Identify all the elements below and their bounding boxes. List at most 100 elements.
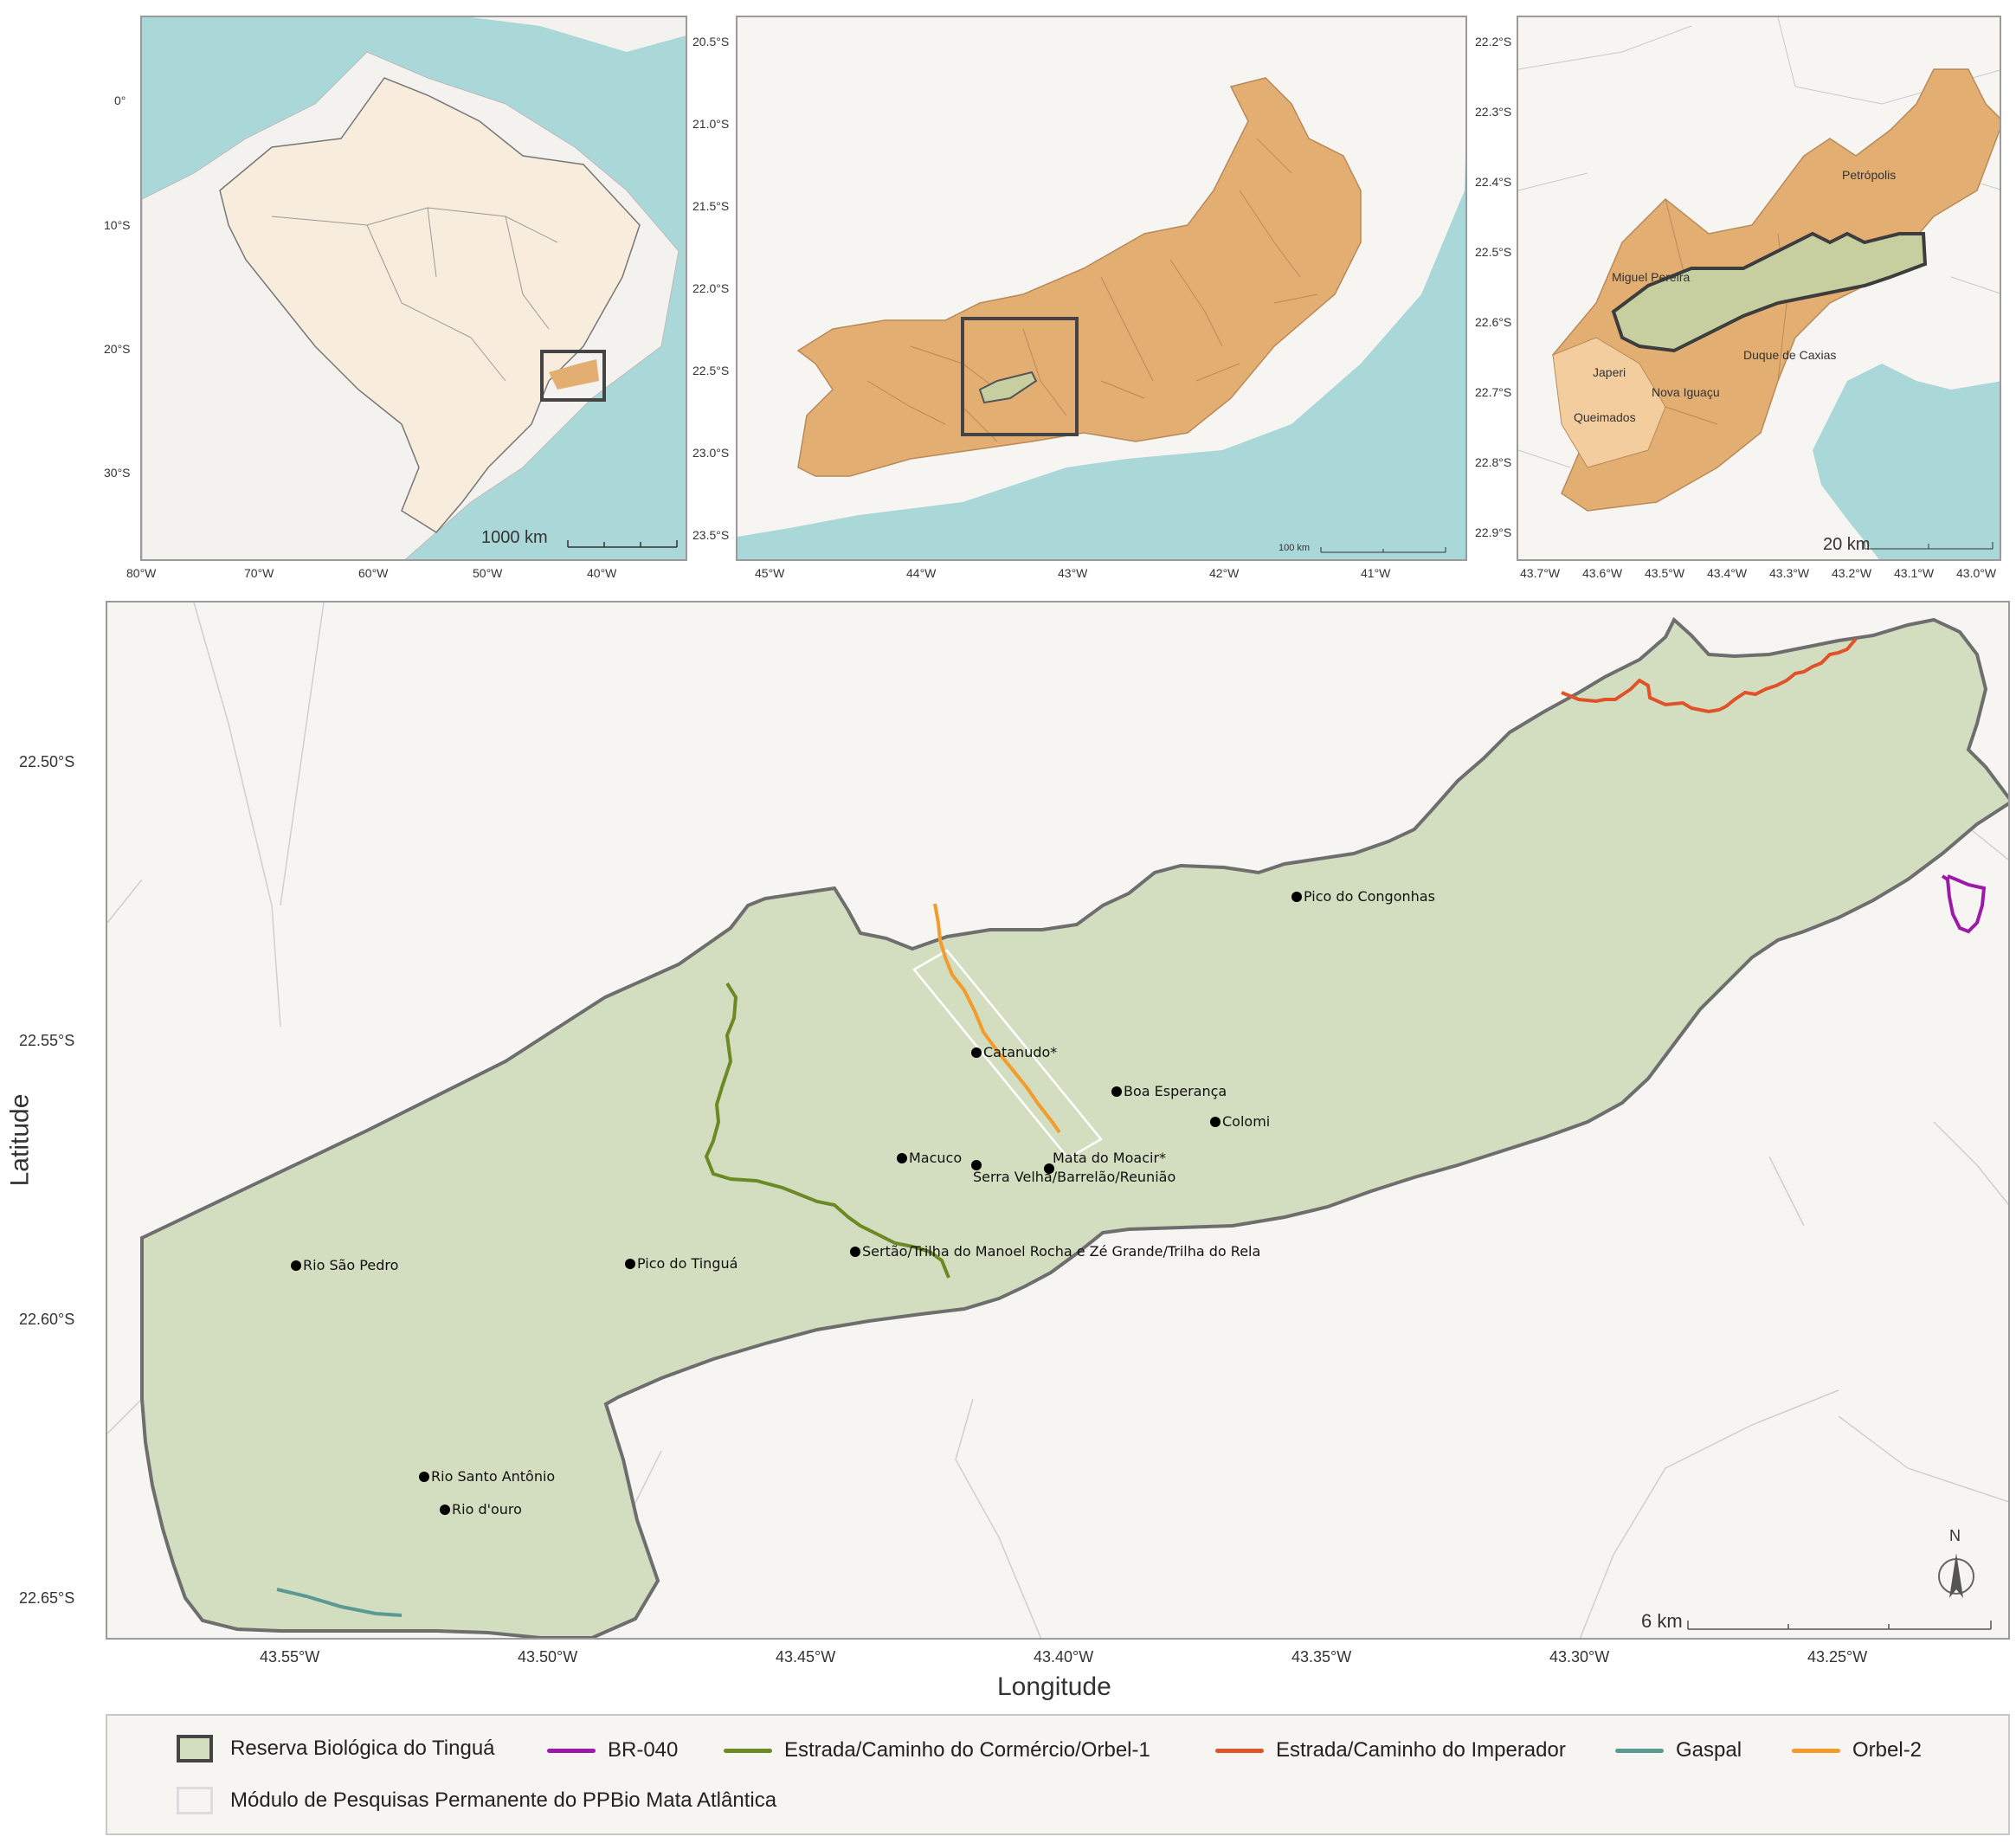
lon-tick: 43.7°W	[1520, 566, 1561, 580]
state-borders	[271, 207, 558, 382]
lat-tick: 22.2°S	[1475, 35, 1512, 48]
point-colomi	[1210, 1117, 1221, 1127]
legend-label: Reserva Biológica do Tinguá	[230, 1737, 495, 1760]
legend-item-comercio: Estrada/Caminho do Cormércio/Orbel-1	[724, 1738, 1150, 1762]
lon-tick: 43°W	[1058, 566, 1088, 580]
point-sertao	[850, 1247, 860, 1257]
reserve-map-graphic	[107, 603, 2008, 1638]
main-reserve-map: Pico do Congonhas Catanudo* Boa Esperanç…	[106, 601, 2010, 1640]
lat-tick: 22.6°S	[1475, 315, 1512, 329]
inset-rj-state-map: 100 km	[736, 16, 1467, 561]
point-rio-sao-pedro	[291, 1260, 301, 1271]
place-label: Pico do Tinguá	[637, 1255, 738, 1272]
place-label: Pico do Congonhas	[1304, 888, 1435, 905]
orbel2-swatch	[1792, 1748, 1840, 1753]
br-040-road	[1941, 874, 1987, 934]
rj-state-shape	[796, 77, 1362, 477]
lon-tick: 43.1°W	[1894, 566, 1935, 580]
lat-tick: 22.4°S	[1475, 175, 1512, 189]
guanabara-bay	[1813, 364, 2000, 559]
lat-tick: 22.8°S	[1475, 455, 1512, 469]
lon-tick: 43.30°W	[1549, 1648, 1610, 1666]
lon-tick: 60°W	[358, 566, 389, 580]
lon-tick: 43.2°W	[1832, 566, 1872, 580]
place-label: Boa Esperança	[1124, 1083, 1227, 1099]
point-macuco	[897, 1153, 907, 1163]
municipality-label: Japeri	[1593, 365, 1626, 379]
orbel-2-trail	[933, 903, 1061, 1134]
lat-tick: 22.55°S	[19, 1032, 75, 1049]
municipality-label: Queimados	[1574, 410, 1636, 424]
municipality-label: Duque de Caxias	[1743, 348, 1837, 362]
place-label: Rio São Pedro	[303, 1257, 399, 1273]
legend-item-imperador: Estrada/Caminho do Imperador	[1215, 1738, 1566, 1762]
br040-swatch	[547, 1748, 596, 1753]
lon-tick: 43.0°W	[1956, 566, 1997, 580]
lat-tick: 22.50°S	[19, 753, 75, 770]
x-axis-title: Longitude	[997, 1672, 1111, 1701]
lat-tick: 0°	[114, 93, 126, 107]
lon-tick: 43.55°W	[260, 1648, 320, 1666]
comercio-swatch	[724, 1748, 772, 1753]
lat-tick: 10°S	[104, 218, 131, 232]
point-pico-do-congonhas	[1291, 892, 1302, 902]
reserve-medium	[1611, 231, 1928, 353]
place-label: Sertão/Trilha do Manoel Rocha e Zé Grand…	[862, 1243, 1261, 1260]
lon-tick: 43.40°W	[1034, 1648, 1094, 1666]
brazil-shape	[219, 77, 641, 533]
japeri-queimados	[1552, 337, 1666, 468]
legend-label: Orbel-2	[1852, 1738, 1923, 1762]
municipality-label: Miguel Pereira	[1612, 270, 1691, 284]
lon-tick: 43.50°W	[518, 1648, 578, 1666]
legend-label: Módulo de Pesquisas Permanente do PPBio …	[230, 1788, 777, 1812]
scale-label: 20 km	[1823, 535, 1871, 554]
imperador-swatch	[1215, 1748, 1264, 1753]
lon-tick: 44°W	[906, 566, 937, 580]
legend-label: Gaspal	[1676, 1738, 1742, 1762]
lon-tick: 45°W	[755, 566, 785, 580]
legend-label: BR-040	[608, 1738, 679, 1762]
lat-tick: 22.5°S	[1475, 245, 1512, 259]
imperador-road	[1561, 637, 1858, 714]
point-rio-douro	[440, 1505, 450, 1515]
rj-extent-box	[540, 350, 606, 402]
legend: Reserva Biológica do Tinguá BR-040 Estra…	[106, 1714, 2010, 1835]
municipality-label: Petrópolis	[1842, 168, 1897, 182]
sampling-points	[291, 892, 1302, 1515]
main-scale-bar	[1687, 1621, 1992, 1630]
lon-tick: 43.3°W	[1769, 566, 1810, 580]
municipality-label: Nova Iguaçu	[1652, 385, 1720, 399]
ocean-area	[737, 156, 1465, 559]
lat-tick: 22.7°S	[1475, 385, 1512, 399]
reserve-polygon	[140, 616, 2008, 1638]
place-label: Colomi	[1222, 1113, 1271, 1130]
lon-tick: 43.4°W	[1707, 566, 1748, 580]
point-pico-do-tingua	[625, 1259, 635, 1269]
lon-tick: 43.6°W	[1582, 566, 1623, 580]
place-label: Mata do Moacir*	[1053, 1150, 1167, 1166]
place-label: Rio Santo Antônio	[431, 1468, 556, 1485]
rj-state-map-graphic	[737, 17, 1465, 559]
legend-item-br040: BR-040	[547, 1738, 678, 1762]
scale-label: 1000 km	[481, 528, 548, 547]
lon-tick: 43.45°W	[776, 1648, 836, 1666]
place-label: Macuco	[909, 1150, 963, 1166]
lon-tick: 80°W	[126, 566, 157, 580]
comercio-orbel-1-road	[704, 982, 950, 1279]
north-label: N	[1949, 1527, 1961, 1544]
scale-label: 100 km	[1279, 543, 1311, 553]
legend-label: Estrada/Caminho do Imperador	[1276, 1738, 1566, 1762]
legend-item-reserve: Reserva Biológica do Tinguá	[177, 1735, 495, 1762]
lon-tick: 40°W	[587, 566, 617, 580]
municipality-extent-box	[961, 317, 1079, 436]
lon-tick: 43.35°W	[1291, 1648, 1352, 1666]
gaspal-swatch	[1615, 1748, 1664, 1753]
scale-label: 6 km	[1641, 1610, 1683, 1632]
lat-tick: 20.5°S	[692, 35, 730, 48]
legend-item-orbel2: Orbel-2	[1792, 1738, 1922, 1762]
lat-tick: 22.9°S	[1475, 525, 1512, 539]
lon-tick: 50°W	[473, 566, 503, 580]
research-module-rectangle	[912, 949, 1103, 1160]
y-axis-title: Latitude	[5, 1093, 35, 1187]
place-label: Rio d'ouro	[452, 1501, 522, 1518]
